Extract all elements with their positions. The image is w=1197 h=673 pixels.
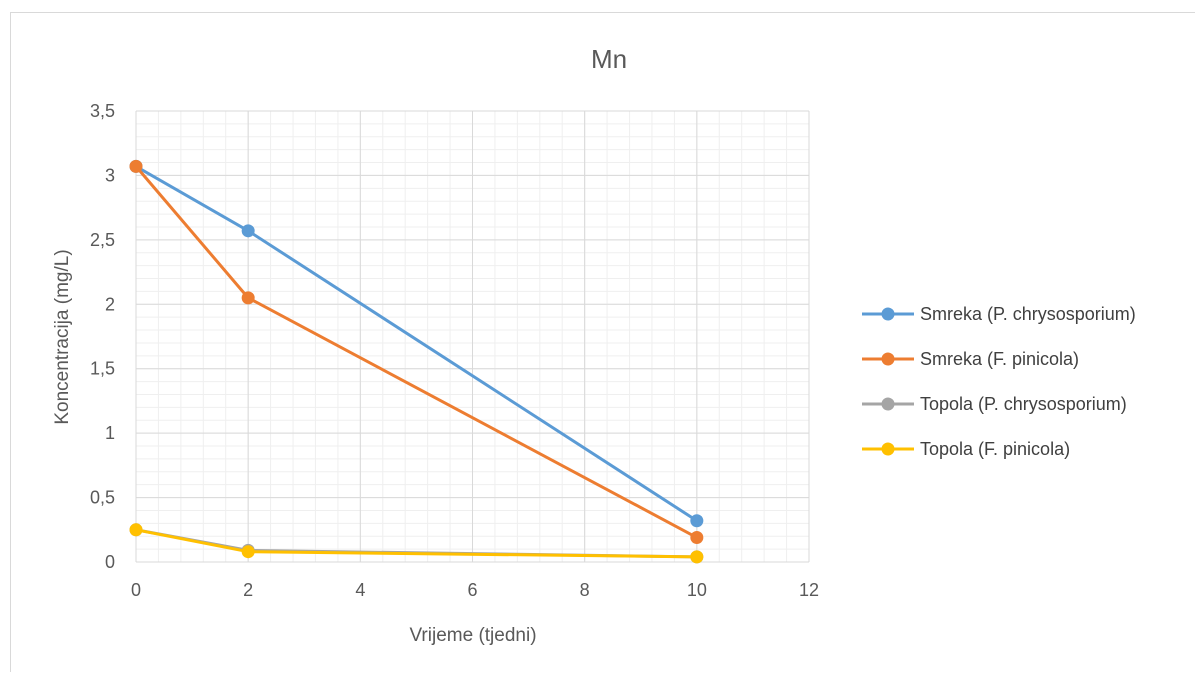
series-line (135, 528, 697, 559)
series-layer (129, 159, 704, 564)
legend-item: Topola (F. pinicola) (862, 439, 1070, 459)
series-line (135, 165, 698, 523)
chart-title: Mn (591, 44, 627, 74)
data-point (690, 531, 704, 545)
legend-marker (881, 397, 895, 411)
legend-label: Topola (P. chrysosporium) (920, 394, 1127, 414)
legend-label: Smreka (P. chrysosporium) (920, 304, 1136, 324)
major-gridlines (135, 110, 810, 563)
data-point (690, 550, 704, 564)
legend: Smreka (P. chrysosporium) Smreka (F. pini… (862, 304, 1136, 459)
series-4 (129, 523, 704, 564)
y-tick-label: 3,5 (90, 101, 115, 121)
data-point (241, 291, 255, 305)
legend-label: Topola (F. pinicola) (920, 439, 1070, 459)
y-tick-label: 1 (105, 423, 115, 443)
data-point (129, 523, 143, 537)
legend-item: Topola (P. chrysosporium) (862, 394, 1127, 414)
x-tick-label: 12 (799, 580, 819, 600)
series-2 (129, 159, 704, 545)
y-axis-tick-labels: 0 0,5 1 1,5 2 2,5 3 3,5 (90, 101, 115, 572)
y-tick-label: 3 (105, 165, 115, 185)
y-tick-label: 1,5 (90, 359, 115, 379)
legend-marker (881, 352, 895, 366)
x-axis-label: Vrijeme (tjedni) (409, 625, 536, 646)
series-line (134, 165, 698, 539)
x-tick-label: 0 (131, 580, 141, 600)
legend-item: Smreka (P. chrysosporium) (862, 304, 1136, 324)
y-tick-label: 2 (105, 294, 115, 314)
y-axis-label: Koncentracija (mg/L) (52, 249, 73, 424)
x-tick-label: 6 (467, 580, 477, 600)
legend-label: Smreka (F. pinicola) (920, 349, 1079, 369)
legend-item: Smreka (F. pinicola) (862, 349, 1079, 369)
legend-marker (881, 307, 895, 321)
y-tick-label: 2,5 (90, 230, 115, 250)
x-tick-label: 2 (243, 580, 253, 600)
x-axis-tick-labels: 0 2 4 6 8 10 12 (131, 580, 819, 600)
data-point (690, 514, 704, 528)
data-point (241, 545, 255, 559)
y-tick-label: 0,5 (90, 488, 115, 508)
data-point (241, 224, 255, 238)
x-tick-label: 8 (580, 580, 590, 600)
x-tick-label: 10 (687, 580, 707, 600)
x-tick-label: 4 (355, 580, 365, 600)
legend-marker (881, 442, 895, 456)
y-tick-label: 0 (105, 552, 115, 572)
data-point (129, 159, 143, 173)
